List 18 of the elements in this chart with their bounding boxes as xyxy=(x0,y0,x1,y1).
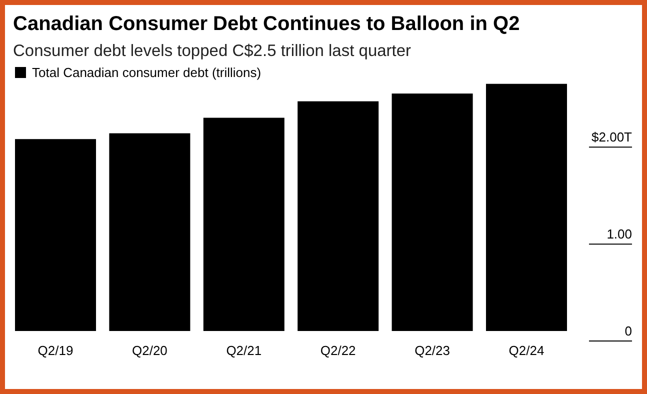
x-tick-label: Q2/21 xyxy=(226,343,262,358)
chart-subtitle: Consumer debt levels topped C$2.5 trillion last quarter xyxy=(13,42,412,60)
y-tick-label: 0 xyxy=(624,324,632,338)
bar xyxy=(203,118,284,331)
y-tick-label: $2.00T xyxy=(592,130,632,145)
x-tick-label: Q2/22 xyxy=(320,343,356,358)
bar xyxy=(298,101,379,331)
bar xyxy=(15,139,96,331)
y-tick-label: 1.00 xyxy=(606,226,632,242)
x-tick-label: Q2/20 xyxy=(132,343,168,358)
x-tick-label: Q2/24 xyxy=(508,343,544,358)
bar xyxy=(392,94,473,331)
chart-title: Canadian Consumer Debt Continues to Balloon in Q2 xyxy=(13,13,520,35)
bar xyxy=(486,84,567,331)
x-tick-label: Q2/19 xyxy=(38,343,74,358)
bar xyxy=(109,133,190,331)
x-tick-label: Q2/23 xyxy=(414,343,450,358)
legend-label: Total Canadian consumer debt (trillions) xyxy=(32,65,262,80)
